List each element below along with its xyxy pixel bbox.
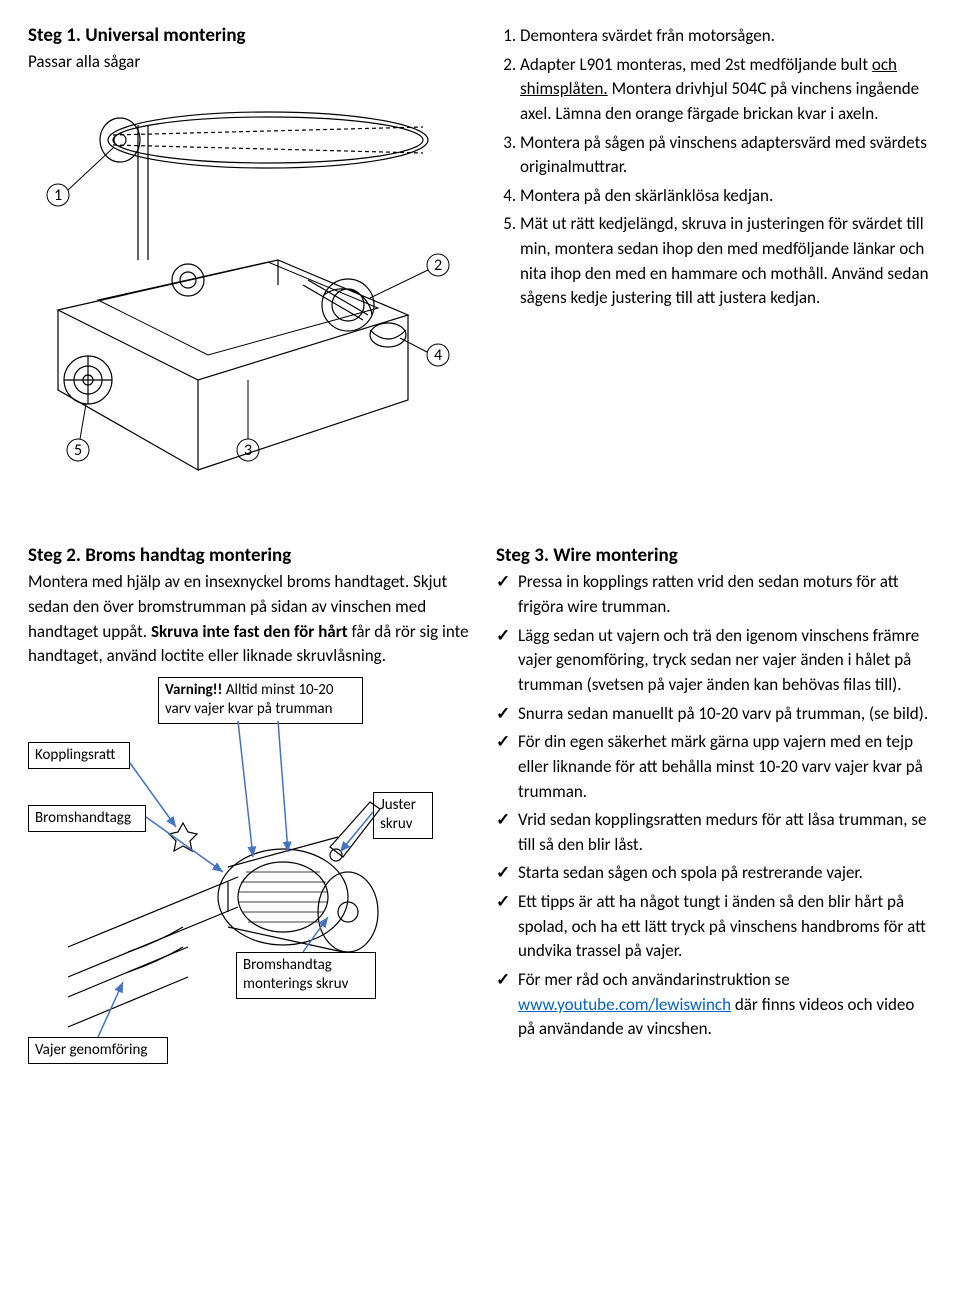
youtube-link[interactable]: www.youtube.com/lewiswinch	[518, 994, 731, 1015]
step1-item-4: Montera på den skärlänklösa kedjan.	[520, 184, 932, 209]
step3-list: Pressa in kopplings ratten vrid den seda…	[496, 570, 932, 1042]
callout-4: 4	[434, 346, 442, 365]
step3-item-7: Ett tipps är att ha något tungt i änden …	[518, 890, 932, 964]
step3-item-6: Starta sedan sågen och spola på restrera…	[518, 861, 932, 886]
step3-item-5: Vrid sedan kopplingsratten medurs för at…	[518, 808, 932, 857]
step3-item-8: För mer råd och användarinstruktion se w…	[518, 968, 932, 1042]
step2-diagram	[68, 777, 448, 1037]
vajer-genomforing-label: Vajer genomföring	[28, 1037, 168, 1065]
callout-1: 1	[54, 186, 62, 205]
step1-item-1: Demontera svärdet från motorsågen.	[520, 24, 932, 49]
kopplingsratt-label: Kopplingsratt	[28, 742, 130, 770]
step1-item-3: Montera på sågen på vinschens adaptersvä…	[520, 131, 932, 180]
step1-list: Demontera svärdet från motorsågen. Adapt…	[496, 24, 932, 311]
step2-annotated-diagram: Varning!! Alltid minst 10-20 varv vajer …	[28, 677, 478, 1067]
step1-subtitle: Passar alla sågar	[28, 51, 478, 72]
callout-3: 3	[244, 441, 252, 460]
step2-body: Montera med hjälp av en insexnyckel brom…	[28, 570, 478, 669]
step3-item-4: För din egen säkerhet märk gärna upp vaj…	[518, 730, 932, 804]
step3-item-3: Snurra sedan manuellt på 10-20 varv på t…	[518, 702, 932, 727]
callout-2: 2	[434, 256, 442, 275]
step1-item-5: Mät ut rätt kedjelängd, skruva in juster…	[520, 212, 932, 311]
step3-item-2: Lägg sedan ut vajern och trä den igenom …	[518, 624, 932, 698]
step1-diagram: 1 2 3 4 5	[28, 80, 458, 490]
warning-box: Varning!! Alltid minst 10-20 varv vajer …	[158, 677, 363, 724]
step3-item-1: Pressa in kopplings ratten vrid den seda…	[518, 570, 932, 619]
step1-item-2: Adapter L901 monteras, med 2st medföljan…	[520, 53, 932, 127]
step3-title: Steg 3. Wire montering	[496, 544, 932, 569]
callout-5: 5	[74, 441, 82, 460]
step2-title: Steg 2. Broms handtag montering	[28, 544, 478, 569]
step1-title: Steg 1. Universal montering	[28, 24, 478, 49]
